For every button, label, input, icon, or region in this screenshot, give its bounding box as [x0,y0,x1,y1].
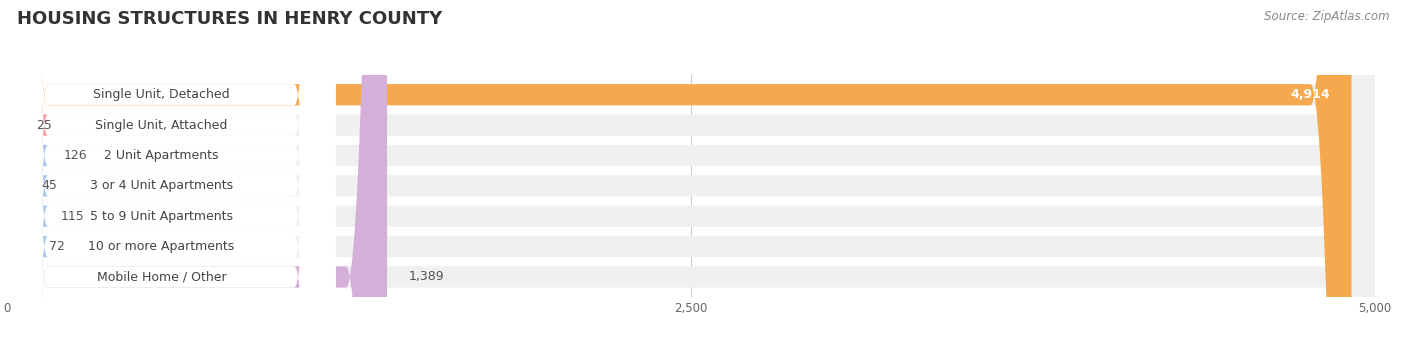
FancyBboxPatch shape [7,0,1375,341]
Text: 3 or 4 Unit Apartments: 3 or 4 Unit Apartments [90,179,233,192]
Text: Single Unit, Detached: Single Unit, Detached [93,88,229,101]
FancyBboxPatch shape [7,0,1351,341]
FancyBboxPatch shape [7,0,1375,341]
FancyBboxPatch shape [7,0,336,341]
FancyBboxPatch shape [7,0,336,341]
Text: 115: 115 [60,210,84,223]
FancyBboxPatch shape [7,0,387,341]
Text: 10 or more Apartments: 10 or more Apartments [89,240,235,253]
FancyBboxPatch shape [7,0,336,341]
FancyBboxPatch shape [7,0,1375,341]
FancyBboxPatch shape [0,0,48,341]
Text: HOUSING STRUCTURES IN HENRY COUNTY: HOUSING STRUCTURES IN HENRY COUNTY [17,10,441,28]
FancyBboxPatch shape [0,0,48,341]
FancyBboxPatch shape [7,0,336,341]
Text: 1,389: 1,389 [409,270,444,283]
FancyBboxPatch shape [7,0,1375,341]
FancyBboxPatch shape [7,0,336,341]
FancyBboxPatch shape [7,0,336,341]
FancyBboxPatch shape [0,0,48,341]
FancyBboxPatch shape [7,0,336,341]
FancyBboxPatch shape [7,0,1375,341]
Text: Mobile Home / Other: Mobile Home / Other [97,270,226,283]
FancyBboxPatch shape [7,0,1375,341]
FancyBboxPatch shape [0,0,48,341]
Text: 25: 25 [35,119,52,132]
Text: Source: ZipAtlas.com: Source: ZipAtlas.com [1264,10,1389,23]
Text: 2 Unit Apartments: 2 Unit Apartments [104,149,218,162]
Text: 72: 72 [49,240,65,253]
FancyBboxPatch shape [7,0,1375,341]
FancyBboxPatch shape [0,0,48,341]
Text: 126: 126 [63,149,87,162]
Text: 4,914: 4,914 [1291,88,1330,101]
Text: 45: 45 [41,179,58,192]
Text: Single Unit, Attached: Single Unit, Attached [96,119,228,132]
Text: 5 to 9 Unit Apartments: 5 to 9 Unit Apartments [90,210,233,223]
